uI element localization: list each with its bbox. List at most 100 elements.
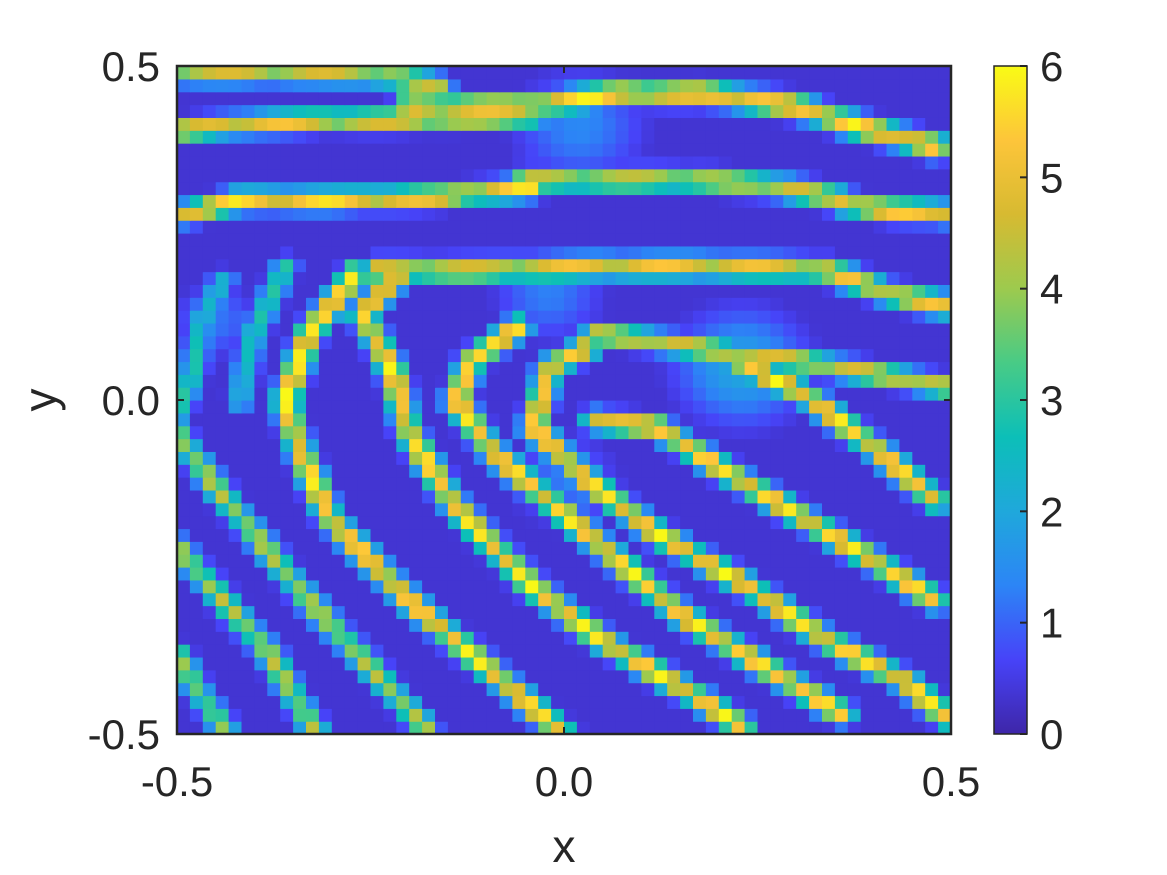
heatmap-cell bbox=[241, 91, 255, 106]
heatmap-cell bbox=[576, 168, 591, 183]
heatmap-cell bbox=[422, 412, 436, 427]
heatmap-cell bbox=[564, 66, 578, 80]
heatmap-cell bbox=[718, 644, 733, 658]
heatmap-cell bbox=[460, 155, 475, 170]
heatmap-cell bbox=[512, 451, 526, 465]
heatmap-cell bbox=[925, 168, 939, 183]
heatmap-cell bbox=[615, 656, 630, 671]
heatmap-cell bbox=[293, 168, 307, 183]
heatmap-cell bbox=[512, 502, 526, 517]
heatmap-cell bbox=[447, 644, 462, 658]
heatmap-cell bbox=[306, 348, 320, 363]
heatmap-cell bbox=[447, 438, 462, 452]
heatmap-cell bbox=[422, 130, 436, 144]
heatmap-cell bbox=[422, 245, 436, 260]
heatmap-cell bbox=[705, 567, 720, 581]
heatmap-cell bbox=[796, 155, 810, 170]
heatmap-cell bbox=[822, 682, 836, 697]
heatmap-cell bbox=[731, 489, 746, 504]
heatmap-cell bbox=[654, 477, 668, 491]
heatmap-cell bbox=[447, 207, 462, 221]
heatmap-cell bbox=[525, 425, 539, 440]
heatmap-cell bbox=[886, 528, 900, 542]
heatmap-cell bbox=[202, 567, 217, 581]
heatmap-cell bbox=[370, 477, 384, 491]
heatmap-cell bbox=[654, 220, 668, 234]
heatmap-cell bbox=[757, 335, 771, 350]
heatmap-cell bbox=[718, 181, 733, 196]
heatmap-cell bbox=[770, 155, 784, 170]
heatmap-cell bbox=[796, 477, 810, 491]
heatmap-cell bbox=[447, 477, 462, 491]
heatmap-cell bbox=[796, 502, 810, 517]
heatmap-cell bbox=[899, 220, 913, 234]
heatmap-cell bbox=[254, 579, 268, 594]
heatmap-cell bbox=[215, 579, 230, 594]
heatmap-cell bbox=[215, 502, 230, 517]
heatmap-cell bbox=[499, 477, 513, 491]
heatmap-cell bbox=[189, 412, 204, 427]
heatmap-cell bbox=[551, 233, 565, 247]
heatmap-cell bbox=[383, 502, 397, 517]
heatmap-cell bbox=[641, 387, 655, 401]
heatmap-cell bbox=[409, 155, 423, 170]
heatmap-cell bbox=[886, 374, 900, 388]
heatmap-cell bbox=[873, 245, 888, 260]
heatmap-cell bbox=[602, 91, 617, 106]
heatmap-cell bbox=[809, 220, 823, 234]
heatmap-cell bbox=[938, 91, 951, 106]
heatmap-cell bbox=[525, 220, 539, 234]
heatmap-cell bbox=[499, 682, 513, 697]
heatmap-cell bbox=[744, 605, 759, 619]
heatmap-cell bbox=[551, 155, 565, 170]
heatmap-cell bbox=[809, 155, 823, 170]
heatmap-cell bbox=[254, 155, 268, 170]
heatmap-cell bbox=[589, 387, 604, 401]
heatmap-cell bbox=[512, 489, 526, 504]
heatmap-cell bbox=[602, 400, 617, 414]
heatmap-cell bbox=[422, 78, 436, 93]
heatmap-cell bbox=[693, 425, 707, 440]
heatmap-cell bbox=[551, 592, 565, 607]
heatmap-cell bbox=[215, 207, 230, 221]
heatmap-cell bbox=[357, 541, 372, 555]
heatmap-cell bbox=[576, 348, 591, 363]
heatmap-cell bbox=[680, 387, 694, 401]
heatmap-cell bbox=[228, 297, 243, 311]
heatmap-cell bbox=[370, 66, 384, 80]
heatmap-cell bbox=[447, 387, 462, 401]
heatmap-cell bbox=[680, 220, 694, 234]
heatmap-cell bbox=[473, 489, 488, 504]
heatmap-cell bbox=[757, 387, 771, 401]
heatmap-cell bbox=[460, 489, 475, 504]
heatmap-cell bbox=[189, 91, 204, 106]
heatmap-cell bbox=[422, 579, 436, 594]
heatmap-cell bbox=[447, 245, 462, 260]
heatmap-cell bbox=[293, 207, 307, 221]
heatmap-cell bbox=[215, 91, 230, 106]
heatmap-cell bbox=[589, 567, 604, 581]
heatmap-cell bbox=[718, 348, 733, 363]
heatmap-cell bbox=[693, 181, 707, 196]
heatmap-cell bbox=[796, 104, 810, 118]
heatmap-cell bbox=[370, 656, 384, 671]
heatmap-cell bbox=[331, 66, 346, 80]
heatmap-cell bbox=[228, 66, 243, 80]
heatmap-cell bbox=[254, 194, 268, 208]
heatmap-cell bbox=[705, 721, 720, 734]
heatmap-cell bbox=[551, 143, 565, 157]
heatmap-cell bbox=[460, 271, 475, 285]
heatmap-cell bbox=[396, 682, 410, 697]
heatmap-cell bbox=[589, 155, 604, 170]
heatmap-cell bbox=[306, 592, 320, 607]
heatmap-cell bbox=[628, 631, 642, 645]
heatmap-cell bbox=[899, 618, 913, 632]
heatmap-cell bbox=[564, 271, 578, 285]
heatmap-cell bbox=[925, 117, 939, 131]
heatmap-cell bbox=[409, 374, 423, 388]
heatmap-cell bbox=[177, 721, 191, 734]
heatmap-cell bbox=[435, 194, 449, 208]
heatmap-cell bbox=[757, 374, 771, 388]
heatmap-cell bbox=[589, 554, 604, 568]
heatmap-cell bbox=[473, 271, 488, 285]
